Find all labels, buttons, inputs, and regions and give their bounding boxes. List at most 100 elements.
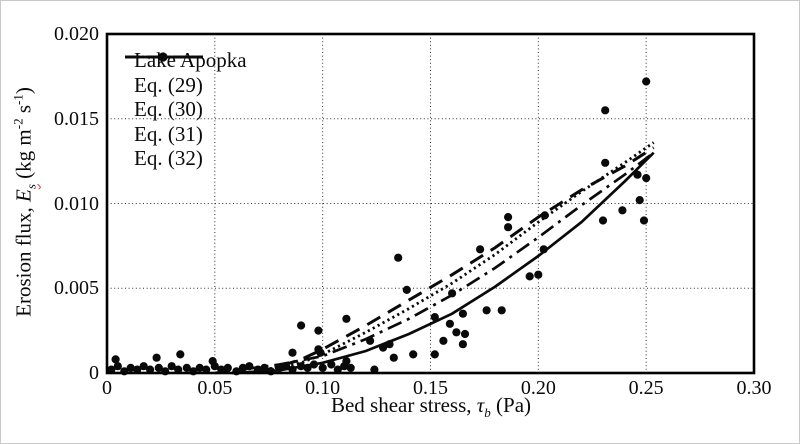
data-point — [133, 365, 142, 374]
data-point — [309, 360, 319, 369]
legend-item: Eq. (32) — [123, 55, 247, 171]
data-point — [633, 170, 642, 179]
data-point — [333, 365, 342, 374]
y-tick-label: 0.005 — [54, 277, 99, 300]
x-tick-label: 0.05 — [197, 377, 233, 399]
data-point — [174, 365, 183, 374]
data-point — [460, 329, 470, 339]
data-point — [598, 216, 608, 225]
data-point — [366, 336, 375, 345]
data-point — [217, 365, 226, 374]
y-axis-label: Erosion flux, Es (kg m-2 s-1) — [10, 87, 39, 317]
y-axis-label-text: Erosion flux, — [11, 201, 36, 317]
x-axis-symbol: τ — [476, 393, 485, 417]
curve-31 — [257, 146, 655, 375]
data-point — [195, 363, 204, 372]
data-point — [182, 363, 191, 372]
data-point — [482, 306, 491, 315]
y-axis-unit-exponent-1: -2 — [10, 118, 26, 130]
y-axis-unit-mid: s — [11, 104, 36, 119]
y-tick-label: 0.015 — [54, 107, 99, 130]
legend-item: Eq. (29) — [123, 55, 247, 98]
data-point — [439, 336, 448, 345]
data-point — [476, 245, 485, 254]
x-axis-unit: (Pa) — [490, 393, 532, 417]
data-point — [275, 363, 284, 372]
data-point — [111, 355, 120, 364]
data-point — [139, 362, 148, 371]
data-point — [504, 213, 513, 222]
y-tick-label: 0.020 — [54, 23, 99, 45]
plot-border — [105, 32, 756, 375]
data-point — [167, 362, 176, 371]
data-point — [314, 326, 323, 335]
data-point — [154, 363, 163, 372]
x-tick-label: 0.10 — [305, 377, 341, 399]
y-axis-symbol-subscript: s — [23, 184, 39, 190]
data-point — [126, 363, 135, 372]
data-point — [452, 328, 461, 337]
data-point — [601, 158, 610, 167]
data-point — [370, 365, 379, 374]
data-point — [642, 174, 651, 183]
data-point — [642, 77, 651, 86]
data-point — [618, 206, 627, 215]
data-point — [297, 362, 306, 371]
x-axis-label-text: Bed shear stress, — [330, 393, 477, 417]
data-point — [342, 357, 351, 366]
data-point — [497, 306, 506, 315]
data-point — [458, 309, 467, 318]
data-point — [430, 350, 439, 359]
data-point — [202, 365, 211, 374]
x-tick-label: 0.15 — [413, 377, 448, 399]
x-axis-label: Bed shear stress, τb (Pa) — [107, 393, 755, 421]
data-point — [394, 253, 403, 262]
legend-label: Eq. (31) — [134, 121, 203, 146]
legend-label: Eq. (32) — [134, 146, 203, 171]
data-point — [238, 363, 247, 372]
data-point — [379, 343, 388, 352]
data-point — [318, 363, 327, 372]
data-point — [430, 313, 439, 322]
legend: Lake Apopka Eq. (29) Eq. (30) Eq. (31) Eq. (… — [123, 48, 247, 171]
x-tick-label: 0 — [102, 377, 112, 399]
data-point — [635, 196, 644, 205]
data-point — [146, 365, 155, 374]
x-tick-label: 0.30 — [736, 377, 772, 399]
x-tick-label: 0.25 — [628, 377, 664, 399]
data-point — [281, 362, 291, 371]
x-tick-label: 0.20 — [520, 377, 556, 399]
data-point — [245, 362, 254, 371]
data-point — [525, 272, 534, 281]
data-point — [389, 353, 398, 362]
y-tick-label: 0.010 — [54, 192, 99, 215]
data-point — [385, 340, 394, 349]
data-point — [152, 353, 161, 362]
data-point — [639, 216, 649, 225]
data-point — [458, 340, 467, 349]
data-point — [303, 363, 312, 372]
data-point — [534, 270, 543, 279]
data-point — [601, 106, 610, 115]
legend-line-icon — [125, 55, 203, 59]
data-point — [539, 245, 548, 254]
data-point — [107, 365, 116, 374]
x-axis-symbol-subscript: b — [484, 405, 491, 421]
data-point — [288, 365, 297, 374]
data-point — [445, 319, 454, 328]
data-point — [409, 350, 418, 359]
data-point — [176, 350, 185, 359]
legend-item: Lake Apopka — [123, 48, 247, 73]
data-point — [297, 321, 306, 330]
legend-item: Eq. (31) — [123, 55, 247, 147]
data-point — [540, 211, 549, 220]
data-point — [504, 223, 513, 232]
data-point — [342, 314, 351, 323]
y-tick-label: 0 — [89, 362, 99, 384]
curve-32 — [246, 141, 655, 375]
legend-label: Eq. (30) — [134, 97, 203, 122]
data-point — [208, 357, 217, 366]
y-axis-unit-post: ) — [11, 87, 36, 95]
